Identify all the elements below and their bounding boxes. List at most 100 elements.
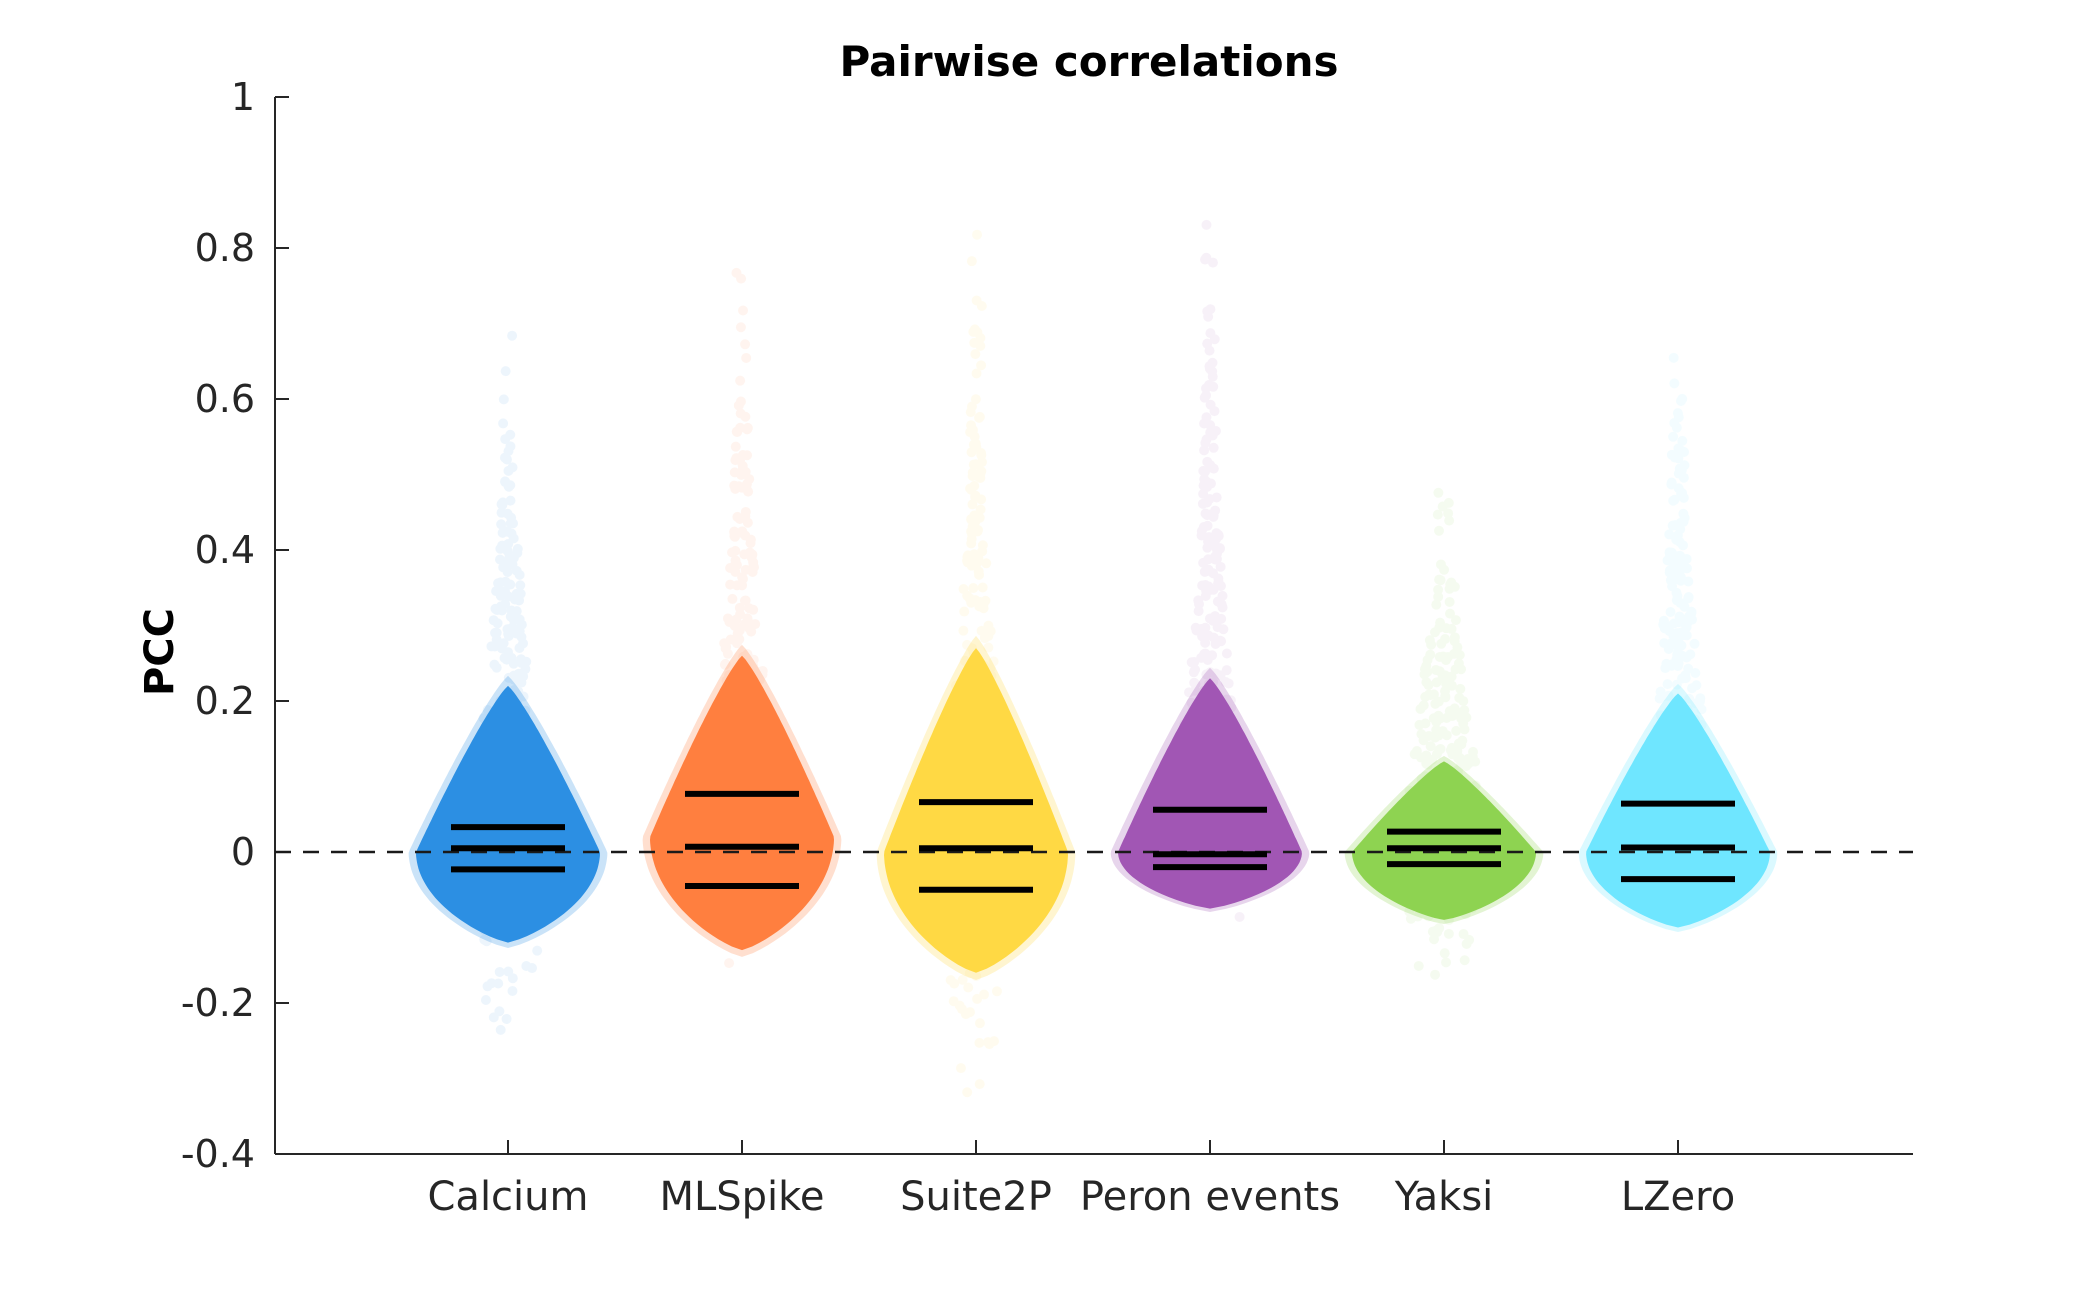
scatter-point [974, 1018, 985, 1029]
scatter-point [747, 566, 758, 577]
scatter-point [1691, 680, 1702, 691]
scatter-point [1204, 509, 1215, 520]
scatter-point [731, 560, 742, 571]
scatter-point [975, 504, 986, 515]
scatter-point [965, 483, 976, 494]
scatter-point [479, 934, 490, 945]
scatter-point [1673, 453, 1684, 464]
scatter-point [1671, 450, 1682, 461]
scatter-point [1689, 638, 1700, 649]
scatter-point [736, 469, 747, 480]
scatter-point [1666, 477, 1677, 488]
scatter-point [505, 480, 516, 491]
scatter-point [1210, 540, 1221, 551]
scatter-point [500, 599, 511, 610]
scatter-point [1197, 498, 1208, 509]
scatter-point [1434, 622, 1445, 633]
scatter-point [969, 554, 980, 565]
scatter-point [949, 978, 960, 989]
scatter-point [512, 547, 523, 558]
scatter-point [1690, 698, 1701, 709]
scatter-point [1450, 615, 1461, 626]
scatter-point [977, 540, 988, 551]
scatter-point [1464, 934, 1475, 945]
scatter-point [1671, 654, 1682, 665]
scatter-point [1190, 664, 1201, 675]
scatter-point [511, 588, 522, 599]
scatter-point [514, 595, 525, 606]
scatter-point [1207, 257, 1218, 268]
scatter-point [1432, 927, 1443, 938]
scatter-point [735, 422, 746, 433]
scatter-point [1204, 532, 1215, 543]
y-tick-label: 0.6 [195, 377, 255, 421]
scatter-point [731, 426, 742, 437]
scatter-point [974, 512, 985, 523]
scatter-point [976, 625, 987, 636]
scatter-point [1439, 564, 1450, 575]
scatter-point [1468, 746, 1479, 757]
scatter-point [1216, 599, 1227, 610]
x-tick-label: LZero [1621, 1174, 1735, 1220]
scatter-point [964, 593, 975, 604]
scatter-point [1662, 555, 1673, 566]
y-tick-label: -0.2 [181, 981, 255, 1025]
scatter-point [737, 527, 748, 538]
scatter-point [491, 662, 502, 673]
scatter-point [1678, 540, 1689, 551]
scatter-point [719, 659, 730, 670]
scatter-point [1234, 911, 1245, 922]
scatter-point [1210, 505, 1221, 516]
scatter-point [1200, 466, 1211, 477]
scatter-point [495, 577, 506, 588]
scatter-point [1467, 751, 1478, 762]
scatter-point [1200, 590, 1211, 601]
scatter-point [983, 1037, 994, 1048]
scatter-point [1434, 666, 1445, 677]
scatter-point [1444, 596, 1455, 607]
scatter-point [1205, 584, 1216, 595]
scatter-point [1419, 669, 1430, 680]
scatter-point [1670, 520, 1681, 531]
scatter-point [1452, 746, 1463, 757]
scatter-point [967, 499, 978, 510]
scatter-point [1679, 601, 1690, 612]
scatter-point [738, 305, 749, 316]
scatter-point [500, 366, 511, 377]
scatter-point [1425, 690, 1436, 701]
scatter-point [735, 375, 746, 386]
scatter-point [742, 613, 753, 624]
scatter-point [1440, 691, 1451, 702]
scatter-point [1202, 338, 1213, 349]
scatter-point [1666, 547, 1677, 558]
scatter-point [507, 462, 518, 473]
scatter-point [1201, 669, 1212, 680]
scatter-point [973, 525, 984, 536]
scatter-point [1455, 683, 1466, 694]
scatter-point [1687, 614, 1698, 625]
scatter-point [1673, 468, 1684, 479]
scatter-point [974, 569, 985, 580]
scatter-point [955, 1063, 966, 1074]
scatter-point [967, 529, 978, 540]
scatter-point [972, 471, 983, 482]
scatter-point [491, 586, 502, 597]
scatter-point [521, 656, 532, 667]
scatter-point [972, 526, 983, 537]
scatter-point [1196, 530, 1207, 541]
scatter-point [1672, 628, 1683, 639]
scatter-point [1208, 584, 1219, 595]
scatter-point [1196, 652, 1207, 663]
scatter-point [720, 658, 731, 669]
scatter-point [491, 634, 502, 645]
scatter-point [501, 545, 512, 556]
scatter-point [739, 595, 750, 606]
scatter-point [502, 546, 513, 557]
scatter-point [1443, 928, 1454, 939]
scatter-point [495, 543, 506, 554]
scatter-point [1679, 614, 1690, 625]
scatter-point [966, 556, 977, 567]
scatter-point [735, 322, 746, 333]
scatter-point [1207, 371, 1218, 382]
scatter-point [497, 605, 508, 616]
